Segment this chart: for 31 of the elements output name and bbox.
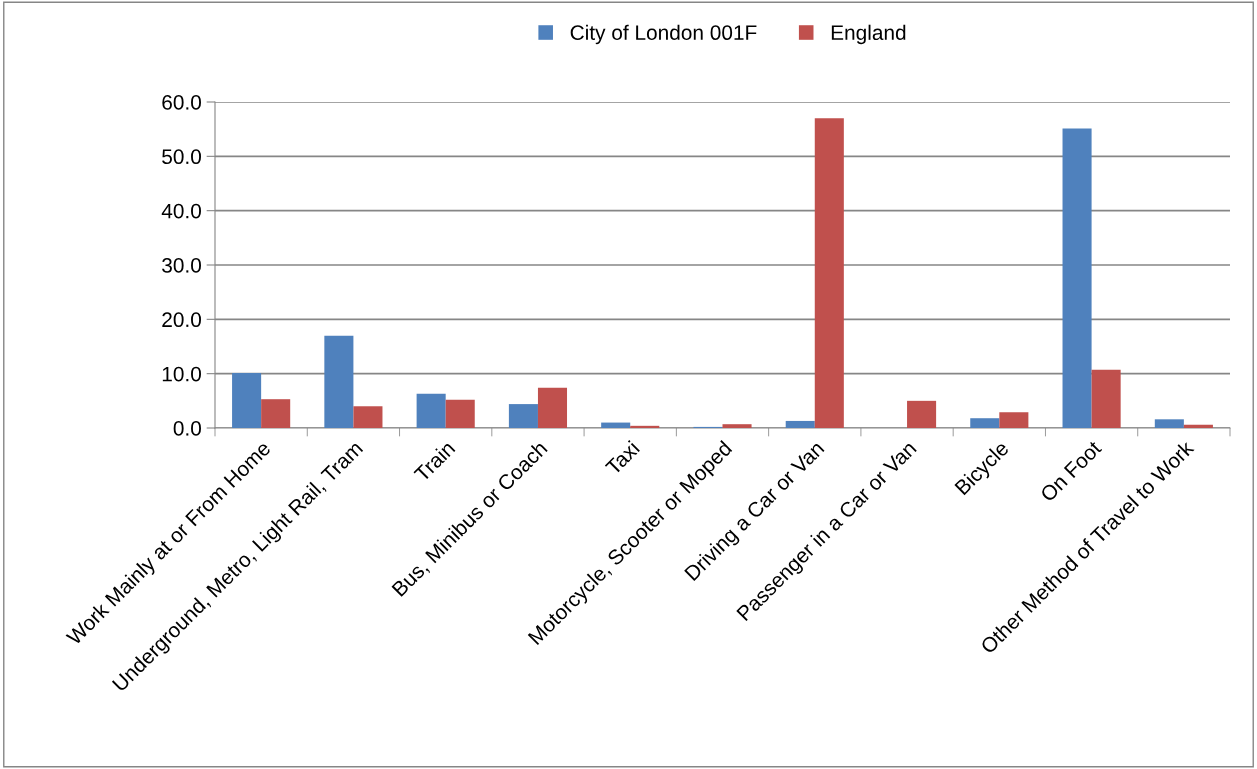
x-tick-label: Taxi (604, 440, 641, 476)
bar (907, 400, 937, 428)
y-tick-label: 10.0 (162, 366, 201, 382)
bar (1062, 128, 1092, 428)
y-tick-label: 30.0 (162, 258, 201, 273)
bar (970, 418, 1000, 428)
bar (537, 387, 568, 428)
bar (261, 399, 291, 428)
bar (722, 424, 752, 428)
bar (630, 425, 660, 428)
bar (232, 373, 262, 428)
bar (1154, 419, 1184, 428)
y-tick-label: 50.0 (162, 149, 201, 165)
legend-label: City of London 001F (570, 24, 757, 45)
bar (445, 399, 475, 428)
bar (416, 393, 446, 428)
y-tick-label: 0.0 (173, 421, 201, 436)
bar (1183, 424, 1213, 428)
legend-label: England (831, 24, 906, 45)
bar (1091, 369, 1121, 428)
bar (353, 406, 383, 428)
bar (324, 335, 354, 428)
y-tick-label: 20.0 (162, 312, 201, 328)
y-tick-label: 60.0 (162, 95, 201, 110)
y-tick-label: 40.0 (161, 203, 201, 219)
bar (814, 118, 844, 428)
x-tick-label: Train (413, 440, 456, 483)
bar (508, 404, 538, 428)
bar (999, 412, 1029, 428)
bar (785, 420, 815, 428)
bar (601, 422, 631, 428)
